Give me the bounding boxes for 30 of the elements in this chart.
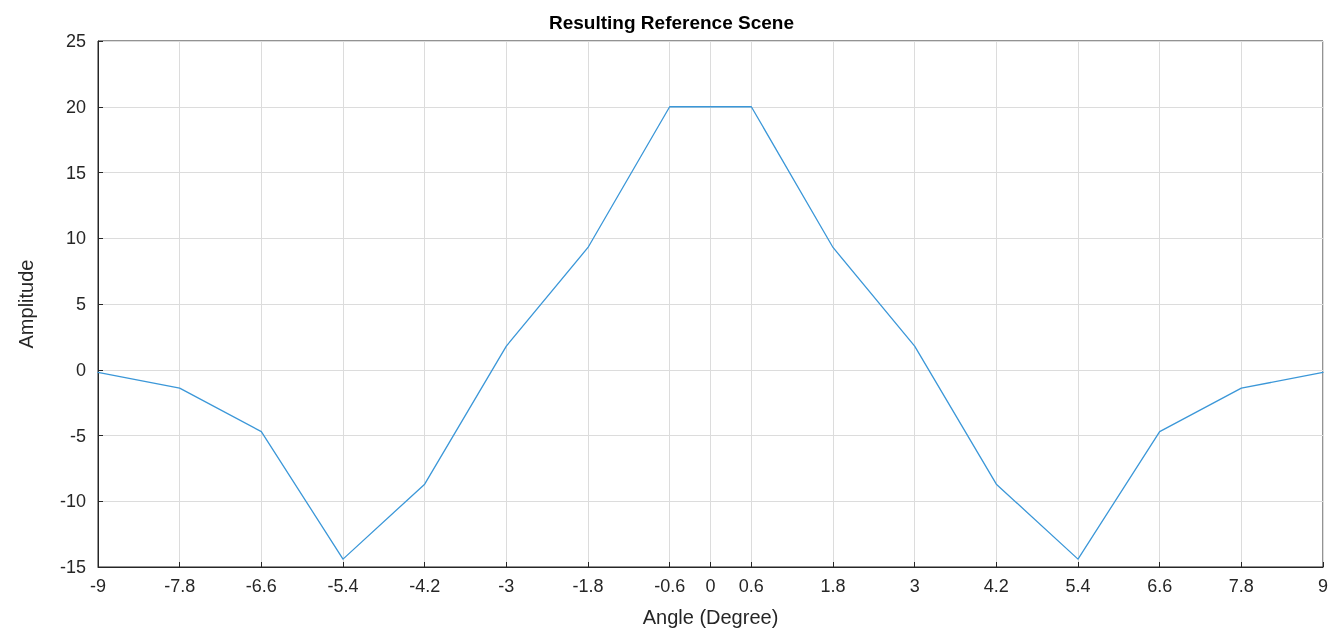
x-tick-label: 9	[1317, 576, 1329, 596]
x-tick-label: -0.6	[654, 576, 686, 596]
x-tick-label: -1.8	[572, 576, 604, 596]
x-tick-label: 4.2	[983, 576, 1009, 596]
x-tick-label: 6.6	[1147, 576, 1173, 596]
y-axis-title: Amplitude	[15, 259, 37, 349]
x-tick-label: 3	[909, 576, 920, 596]
x-tick-label: -9	[89, 576, 107, 596]
chart-title: Resulting Reference Scene	[549, 12, 794, 33]
y-tick-label: 5	[75, 294, 86, 314]
x-tick-label: 5.4	[1065, 576, 1091, 596]
x-tick-label: 0.6	[738, 576, 764, 596]
x-tick-label: -3	[498, 576, 515, 596]
x-tick-label: -6.6	[245, 576, 277, 596]
y-tick-label: 10	[65, 228, 86, 249]
x-tick-label: -5.4	[327, 576, 359, 596]
x-tick-label: 1.8	[820, 576, 846, 596]
x-axis-title: Angle (Degree)	[642, 606, 779, 628]
y-tick-label: 25	[65, 31, 86, 51]
y-tick-label: 20	[65, 96, 86, 117]
x-tick-label: 7.8	[1228, 576, 1254, 596]
x-tick-label: -4.2	[409, 576, 441, 596]
x-tick-label: -7.8	[164, 576, 196, 596]
y-tick-label: 15	[65, 162, 86, 183]
y-tick-label: -10	[59, 491, 86, 512]
y-tick-label: -15	[59, 557, 86, 577]
x-tick-label: 0	[705, 576, 716, 596]
y-tick-label: -5	[69, 425, 86, 446]
line-series	[97, 106, 1324, 560]
y-tick-label: 0	[75, 359, 86, 380]
